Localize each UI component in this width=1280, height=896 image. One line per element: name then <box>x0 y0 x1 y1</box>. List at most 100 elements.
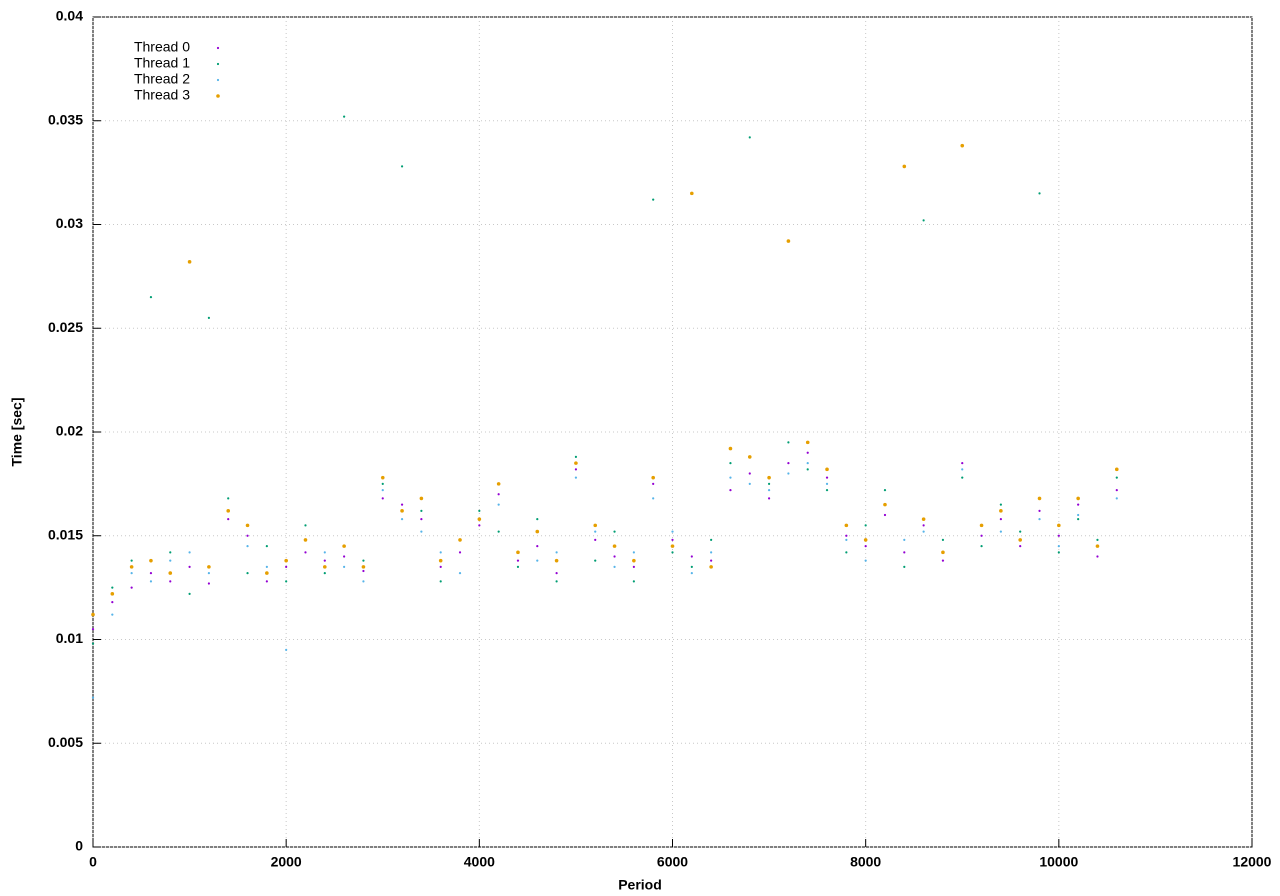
data-point <box>690 565 693 568</box>
data-point <box>400 165 404 168</box>
data-point <box>960 143 965 148</box>
data-point <box>787 441 790 444</box>
data-point <box>130 586 133 589</box>
data-point <box>343 555 346 558</box>
data-point <box>169 551 172 554</box>
data-point <box>516 550 520 555</box>
x-tick-label: 0 <box>89 854 97 870</box>
data-point <box>1037 496 1042 501</box>
data-point <box>961 468 964 471</box>
data-point <box>227 497 230 500</box>
data-point <box>555 572 558 575</box>
data-point <box>207 316 210 319</box>
y-tick-label: 0 <box>75 838 83 854</box>
data-point <box>593 523 598 528</box>
y-tick-label: 0.015 <box>48 526 83 542</box>
data-point <box>265 545 268 548</box>
data-point <box>285 648 288 651</box>
data-point <box>1077 503 1080 506</box>
data-point <box>536 518 539 521</box>
y-tick-label: 0.04 <box>56 8 83 24</box>
y-axis-title: Time [sec] <box>9 398 25 467</box>
data-point <box>864 559 867 562</box>
data-point <box>613 530 616 533</box>
data-point <box>323 551 326 554</box>
x-tick-label: 4000 <box>464 854 495 870</box>
data-point <box>110 592 115 596</box>
data-point <box>1077 513 1080 517</box>
data-point <box>632 558 636 563</box>
data-point <box>1115 497 1118 500</box>
data-point <box>980 534 983 537</box>
data-point <box>265 571 269 575</box>
data-point <box>188 565 191 568</box>
x-tick-label: 8000 <box>850 854 881 870</box>
data-point <box>362 569 365 573</box>
data-point <box>652 497 655 500</box>
data-point <box>787 472 790 475</box>
data-point <box>130 572 133 575</box>
x-tick-label: 6000 <box>657 854 688 870</box>
data-point <box>226 509 231 513</box>
data-point <box>400 518 404 521</box>
data-point <box>1076 496 1080 501</box>
data-point <box>478 524 481 527</box>
data-point <box>825 476 829 479</box>
data-point <box>729 462 732 465</box>
data-point <box>767 482 771 485</box>
data-point <box>438 558 443 563</box>
data-point <box>111 601 114 604</box>
data-point <box>129 565 134 569</box>
data-point <box>536 545 539 548</box>
data-point <box>825 489 829 492</box>
data-point <box>747 455 752 459</box>
data-point <box>690 555 693 558</box>
data-point <box>729 476 732 479</box>
data-point <box>420 518 423 521</box>
x-tick-label: 10000 <box>1039 854 1078 870</box>
data-point <box>999 530 1002 533</box>
data-point <box>188 551 191 554</box>
data-point <box>979 523 984 528</box>
data-point <box>323 572 326 575</box>
data-point <box>980 545 983 548</box>
data-point <box>632 551 635 554</box>
data-point <box>922 524 925 527</box>
data-point <box>863 538 868 542</box>
legend-marker <box>216 78 220 82</box>
data-point <box>400 509 404 513</box>
data-point <box>246 545 249 548</box>
data-point <box>574 468 578 471</box>
data-point <box>729 489 732 492</box>
data-point <box>497 493 500 496</box>
data-point <box>1114 467 1119 472</box>
data-point <box>516 559 520 562</box>
y-tick-label: 0.035 <box>48 111 83 127</box>
data-point <box>478 509 481 512</box>
data-point <box>380 475 385 480</box>
data-point <box>883 489 887 492</box>
data-point <box>400 503 404 506</box>
data-point <box>497 503 500 506</box>
data-point <box>864 545 867 548</box>
data-point <box>265 580 268 583</box>
data-point <box>710 538 713 542</box>
data-point <box>594 530 597 533</box>
data-point <box>304 551 307 554</box>
data-point <box>91 628 95 631</box>
data-point <box>554 558 559 563</box>
legend-label: Thread 2 <box>134 71 190 87</box>
data-point <box>632 565 635 568</box>
data-point <box>786 239 791 243</box>
data-point <box>670 544 675 548</box>
data-point <box>632 580 635 583</box>
data-point <box>922 530 925 533</box>
data-point <box>594 538 597 542</box>
data-point <box>903 551 906 554</box>
data-point <box>207 582 210 585</box>
data-point <box>767 497 771 500</box>
data-point <box>496 482 501 486</box>
data-point <box>169 580 172 583</box>
data-point <box>285 580 288 583</box>
data-point <box>748 472 751 475</box>
